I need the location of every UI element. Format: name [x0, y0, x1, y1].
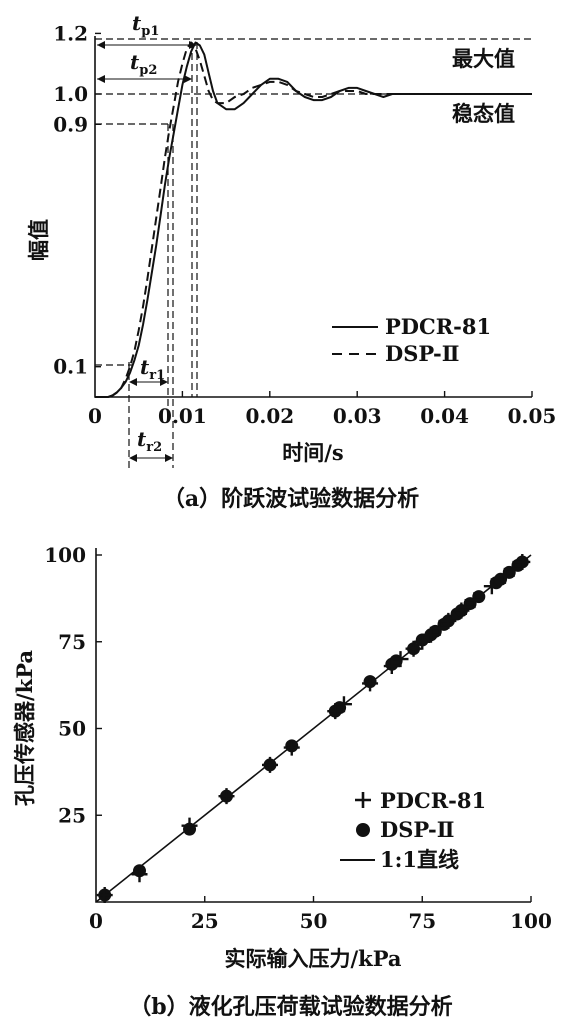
pdcr-point	[431, 619, 448, 636]
pdcr-point	[496, 567, 513, 584]
pdcr-point	[218, 788, 235, 805]
pdcr-point	[362, 675, 379, 692]
steady-value-label: 稳态值	[452, 101, 515, 126]
legend-pdcr-label: PDCR-81	[385, 314, 491, 339]
chart-a-legend: PDCR-81 DSP-Ⅱ	[332, 314, 491, 366]
chart-a-x-ticks: 0 0.01 0.02 0.03 0.04 0.05	[88, 391, 556, 428]
pdcr-point	[466, 592, 483, 609]
chart-b: 0 25 50 75 100 25 50 75 100 PDCR-81 DSP-Ⅱ 1:1直线…	[12, 543, 552, 1020]
chart-a-y-label: 幅值	[26, 219, 51, 261]
tr1-label: tr1	[140, 355, 165, 383]
x-tick-label: 0	[88, 404, 102, 428]
tp1-label: tp1	[132, 11, 159, 39]
chart-b-caption: （b）液化孔压荷载试验数据分析	[129, 994, 452, 1020]
chart-a: 0 0.01 0.02 0.03 0.04 0.05 0.1 0.9 1.0 1.2 tp1 t…	[26, 11, 556, 512]
x-tick-label: 100	[510, 909, 552, 933]
pdcr-point	[414, 633, 431, 650]
pdcr-point	[422, 626, 439, 643]
x-tick-label: 75	[408, 909, 436, 933]
chart-b-y-label: 孔压传感器/kPa	[12, 650, 37, 806]
x-tick-label: 0.04	[420, 404, 469, 428]
legend-dsp-label-b: DSP-Ⅱ	[380, 817, 454, 842]
x-tick-label: 0.05	[508, 404, 557, 428]
pdcr-point	[327, 703, 344, 720]
x-tick-label: 0.03	[333, 404, 382, 428]
pdcr-point	[483, 578, 500, 595]
chart-b-series	[95, 553, 532, 904]
y-tick-label: 75	[58, 630, 86, 654]
chart-a-caption: （a）阶跃波试验数据分析	[163, 486, 419, 512]
y-tick-label: 1.2	[53, 21, 88, 45]
pdcr-point	[262, 756, 278, 773]
y-tick-label: 25	[58, 803, 86, 827]
chart-b-y-ticks: 25 50 75 100	[44, 543, 102, 827]
y-tick-label: 50	[58, 717, 86, 741]
series-dsp-ii	[95, 41, 532, 398]
x-tick-label: 50	[300, 909, 328, 933]
y-tick-label: 1.0	[53, 82, 88, 106]
x-tick-label: 0.02	[245, 404, 294, 428]
pdcr-point	[181, 817, 198, 834]
chart-b-x-label: 实际输入压力/kPa	[224, 946, 401, 971]
chart-a-series	[95, 41, 532, 398]
pdcr-point	[392, 651, 409, 668]
y-tick-label: 0.9	[53, 112, 88, 136]
chart-a-y-ticks: 0.1 0.9 1.0 1.2	[53, 21, 101, 379]
pdcr-point	[131, 866, 148, 883]
y-tick-label: 100	[44, 543, 86, 567]
chart-a-x-label: 时间/s	[282, 440, 344, 465]
x-tick-label: 25	[191, 909, 219, 933]
x-tick-label: 0.01	[158, 404, 207, 428]
legend-dsp-label: DSP-Ⅱ	[385, 341, 459, 366]
pdcr-point	[405, 640, 422, 657]
tr2-label: tr2	[137, 427, 162, 455]
y-tick-label: 0.1	[53, 355, 88, 379]
pdcr-point	[335, 696, 352, 713]
x-tick-label: 0	[89, 909, 103, 933]
legend-line-label: 1:1直线	[380, 847, 459, 872]
pdcr-point	[514, 553, 531, 570]
max-value-label: 最大值	[452, 46, 515, 71]
series-pdcr-81	[95, 41, 532, 398]
tp2-label: tp2	[130, 50, 157, 78]
legend-dsp-dot	[356, 823, 370, 837]
pdcr-point	[440, 612, 457, 629]
chart-b-x-ticks: 0 25 50 75 100	[89, 896, 552, 933]
tr1-arrowheads	[129, 378, 168, 386]
pdcr-point	[457, 599, 474, 616]
pdcr-point	[283, 739, 300, 756]
pdcr-point	[505, 560, 522, 577]
chart-b-legend: PDCR-81 DSP-Ⅱ 1:1直线	[340, 788, 486, 872]
legend-pdcr-plus	[355, 792, 371, 808]
pdcr-point	[383, 658, 400, 675]
pdcr-point	[96, 887, 113, 904]
legend-pdcr-label-b: PDCR-81	[380, 788, 486, 813]
